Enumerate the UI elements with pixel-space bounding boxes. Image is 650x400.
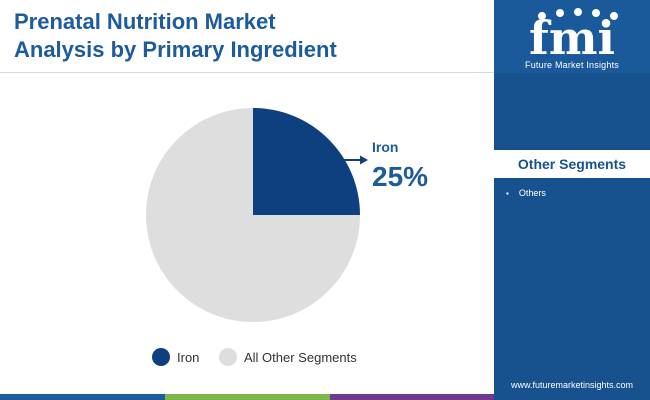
website-url: www.futuremarketinsights.com	[510, 380, 634, 390]
fmi-logo: fmi Future Market Insights	[494, 4, 650, 72]
other-segments-title: Other Segments	[494, 150, 650, 178]
legend-swatch-iron	[152, 348, 170, 366]
fmi-logo-mark: fmi	[529, 8, 618, 65]
pie-slices	[146, 108, 360, 322]
logo-dot-5	[610, 12, 618, 20]
logo-dot-1	[538, 12, 546, 20]
footer-bar-1	[0, 394, 165, 400]
sidebar: fmi Future Market Insights Other Segment…	[494, 0, 650, 400]
pie-slice-iron	[253, 108, 360, 215]
footer-bar-2	[165, 394, 330, 400]
logo-dot-3	[574, 8, 582, 16]
legend-swatch-all-other-segments	[219, 348, 237, 366]
other-segments-list: Others	[506, 186, 546, 201]
annotation-label: Iron	[372, 139, 398, 155]
logo-text: fmi	[529, 11, 615, 60]
sidebar-header	[494, 0, 650, 73]
pie-annotation: Iron 25%	[340, 139, 428, 192]
legend: Iron All Other Segments	[152, 348, 357, 366]
chart-title-line-2: Analysis by Primary Ingredient	[14, 37, 337, 62]
legend-label-iron: Iron	[177, 350, 199, 365]
pie-chart: Iron 25% Iron All Other Segments	[146, 108, 428, 366]
other-segment-item: Others	[506, 186, 546, 201]
annotation-arrow-head	[360, 155, 368, 165]
logo-caption: Future Market Insights	[525, 60, 619, 70]
footer-bar-3	[330, 394, 494, 400]
logo-dot-4	[592, 9, 600, 17]
title-divider	[0, 72, 494, 73]
chart-title-line-1: Prenatal Nutrition Market	[14, 9, 276, 34]
logo-dot-2	[556, 9, 564, 17]
legend-label-all-other-segments: All Other Segments	[244, 350, 357, 365]
pie-slice-all-other-segments	[146, 108, 360, 322]
chart-title: Prenatal Nutrition Market Analysis by Pr…	[14, 8, 484, 64]
annotation-value: 25%	[372, 161, 428, 192]
